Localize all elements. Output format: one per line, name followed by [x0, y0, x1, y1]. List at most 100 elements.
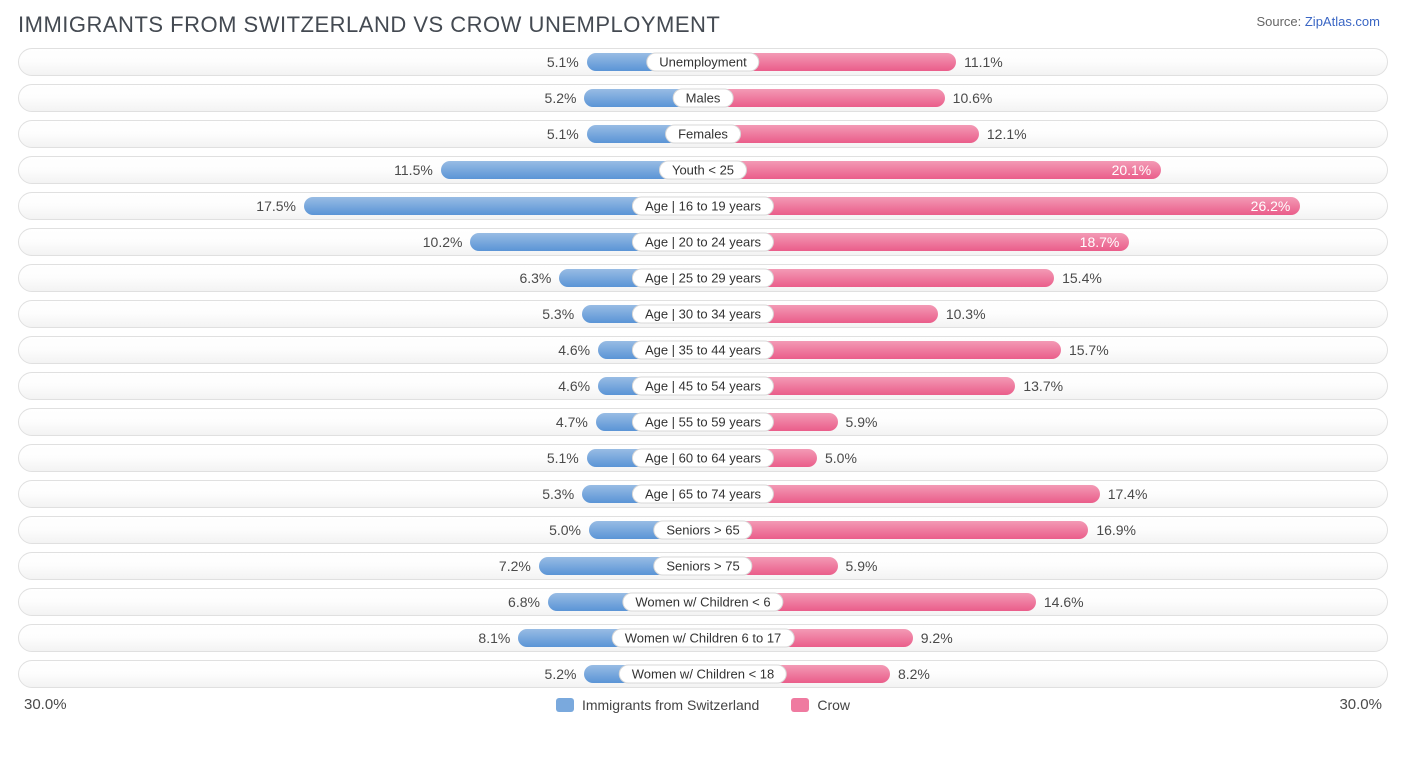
right-value-label: 5.9%: [846, 414, 878, 430]
left-value-label: 5.1%: [547, 450, 579, 466]
chart-row: 5.1% 11.1% Unemployment: [18, 48, 1388, 76]
chart-row: 4.7% 5.9% Age | 55 to 59 years: [18, 408, 1388, 436]
row-right-half: 12.1%: [703, 121, 1387, 147]
chart-row: 6.3% 15.4% Age | 25 to 29 years: [18, 264, 1388, 292]
chart-row: 5.3% 10.3% Age | 30 to 34 years: [18, 300, 1388, 328]
left-value-label: 5.0%: [549, 522, 581, 538]
row-left-half: 5.1%: [19, 445, 703, 471]
right-value-label: 15.4%: [1062, 270, 1102, 286]
row-right-half: 26.2%: [703, 193, 1387, 219]
row-category-label: Women w/ Children 6 to 17: [612, 629, 795, 648]
left-value-label: 5.2%: [545, 90, 577, 106]
row-left-half: 5.1%: [19, 49, 703, 75]
chart-row: 7.2% 5.9% Seniors > 75: [18, 552, 1388, 580]
row-category-label: Age | 35 to 44 years: [632, 341, 774, 360]
row-right-half: 15.4%: [703, 265, 1387, 291]
row-right-half: 11.1%: [703, 49, 1387, 75]
right-bar: [703, 125, 979, 143]
source-attribution: Source: ZipAtlas.com: [1256, 14, 1380, 29]
row-category-label: Unemployment: [646, 53, 759, 72]
right-bar: [703, 521, 1088, 539]
legend-swatch-left: [556, 698, 574, 712]
chart-row: 4.6% 15.7% Age | 35 to 44 years: [18, 336, 1388, 364]
row-right-half: 16.9%: [703, 517, 1387, 543]
row-right-half: 13.7%: [703, 373, 1387, 399]
row-left-half: 5.0%: [19, 517, 703, 543]
right-value-label: 20.1%: [1112, 162, 1152, 178]
row-left-half: 5.3%: [19, 301, 703, 327]
right-bar: 26.2%: [703, 197, 1300, 215]
row-category-label: Age | 55 to 59 years: [632, 413, 774, 432]
right-value-label: 5.9%: [846, 558, 878, 574]
source-prefix: Source:: [1256, 14, 1304, 29]
chart-row: 6.8%14.6%Women w/ Children < 6: [18, 588, 1388, 616]
left-value-label: 4.6%: [558, 342, 590, 358]
chart-title: IMMIGRANTS FROM SWITZERLAND VS CROW UNEM…: [18, 12, 1388, 38]
row-category-label: Age | 45 to 54 years: [632, 377, 774, 396]
right-value-label: 12.1%: [987, 126, 1027, 142]
row-category-label: Age | 25 to 29 years: [632, 269, 774, 288]
row-left-half: 4.6%: [19, 373, 703, 399]
row-right-half: 17.4%: [703, 481, 1387, 507]
left-value-label: 5.2%: [545, 666, 577, 682]
right-value-label: 9.2%: [921, 630, 953, 646]
right-value-label: 8.2%: [898, 666, 930, 682]
row-right-half: 9.2%: [703, 625, 1387, 651]
chart-row: 4.6% 13.7% Age | 45 to 54 years: [18, 372, 1388, 400]
left-value-label: 6.8%: [508, 594, 540, 610]
row-right-half: 5.9%: [703, 409, 1387, 435]
right-value-label: 13.7%: [1023, 378, 1063, 394]
row-left-half: 8.1%: [19, 625, 703, 651]
source-link[interactable]: ZipAtlas.com: [1305, 14, 1380, 29]
row-left-half: 6.8%: [19, 589, 703, 615]
row-right-half: 10.3%: [703, 301, 1387, 327]
row-right-half: 5.0%: [703, 445, 1387, 471]
legend: Immigrants from Switzerland Crow: [67, 697, 1340, 713]
legend-swatch-right: [791, 698, 809, 712]
right-bar: 20.1%: [703, 161, 1161, 179]
chart-row: 5.1%5.0%Age | 60 to 64 years: [18, 444, 1388, 472]
chart-row: 10.2% 18.7% Age | 20 to 24 years: [18, 228, 1388, 256]
row-category-label: Females: [665, 125, 741, 144]
right-value-label: 11.1%: [964, 54, 1003, 70]
left-value-label: 4.7%: [556, 414, 588, 430]
axis-and-legend-row: 30.0% Immigrants from Switzerland Crow 3…: [18, 696, 1388, 713]
chart-row: 5.2%8.2%Women w/ Children < 18: [18, 660, 1388, 688]
left-value-label: 6.3%: [519, 270, 551, 286]
row-right-half: 15.7%: [703, 337, 1387, 363]
legend-label-right: Crow: [817, 697, 850, 713]
chart-row: 17.5% 26.2%Age | 16 to 19 years: [18, 192, 1388, 220]
right-value-label: 10.3%: [946, 306, 986, 322]
row-left-half: 4.6%: [19, 337, 703, 363]
right-value-label: 18.7%: [1080, 234, 1120, 250]
axis-max-right: 30.0%: [1339, 696, 1388, 713]
left-value-label: 8.1%: [478, 630, 510, 646]
legend-item-right: Crow: [791, 697, 850, 713]
right-value-label: 15.7%: [1069, 342, 1109, 358]
right-value-label: 16.9%: [1096, 522, 1136, 538]
left-value-label: 10.2%: [423, 234, 463, 250]
right-value-label: 10.6%: [953, 90, 993, 106]
right-bar: [703, 89, 945, 107]
row-left-half: 6.3%: [19, 265, 703, 291]
row-category-label: Youth < 25: [659, 161, 747, 180]
chart-row: 5.3%17.4%Age | 65 to 74 years: [18, 480, 1388, 508]
row-category-label: Age | 30 to 34 years: [632, 305, 774, 324]
chart-row: 5.0%16.9%Seniors > 65: [18, 516, 1388, 544]
left-value-label: 4.6%: [558, 378, 590, 394]
chart-row: 11.5% 20.1% Youth < 25: [18, 156, 1388, 184]
axis-max-left: 30.0%: [18, 696, 67, 713]
row-category-label: Age | 16 to 19 years: [632, 197, 774, 216]
left-value-label: 11.5%: [394, 162, 433, 178]
chart-rows-container: 5.1%11.1%Unemployment5.2%10.6%Males5.1%1…: [18, 48, 1388, 688]
left-value-label: 5.3%: [542, 486, 574, 502]
row-left-half: 7.2%: [19, 553, 703, 579]
row-right-half: 8.2%: [703, 661, 1387, 687]
row-category-label: Seniors > 75: [653, 557, 752, 576]
left-value-label: 17.5%: [256, 198, 296, 214]
row-left-half: 5.3%: [19, 481, 703, 507]
row-right-half: 18.7%: [703, 229, 1387, 255]
left-value-label: 5.3%: [542, 306, 574, 322]
row-left-half: 5.2%: [19, 85, 703, 111]
row-category-label: Age | 20 to 24 years: [632, 233, 774, 252]
